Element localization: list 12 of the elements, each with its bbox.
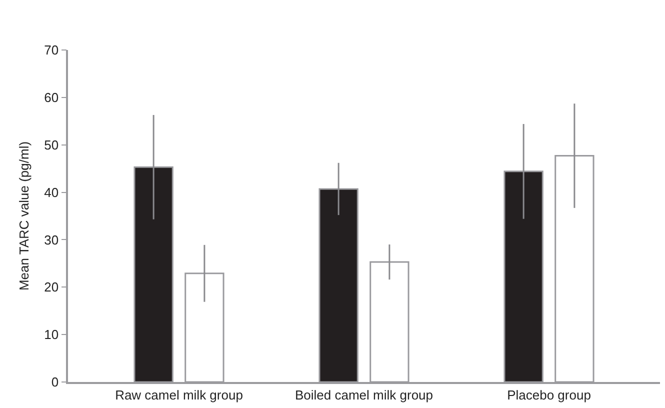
y-tick-label: 50 [44,137,59,152]
y-tick-label: 30 [44,232,59,248]
x-tick-label: Boiled camel milk group [294,387,434,402]
x-tick-label: Placebo group [507,387,591,402]
y-tick-label: 20 [44,280,59,295]
y-axis-title: Mean TARC value (pg/ml) [16,141,32,291]
y-tick-label: 60 [44,90,59,105]
y-tick-label: 10 [44,327,59,342]
y-tick-label: 70 [44,42,59,58]
y-tick-label: 40 [44,184,59,200]
x-tick-label: Raw camel milk group [115,387,243,402]
y-tick-label: 0 [51,374,59,390]
